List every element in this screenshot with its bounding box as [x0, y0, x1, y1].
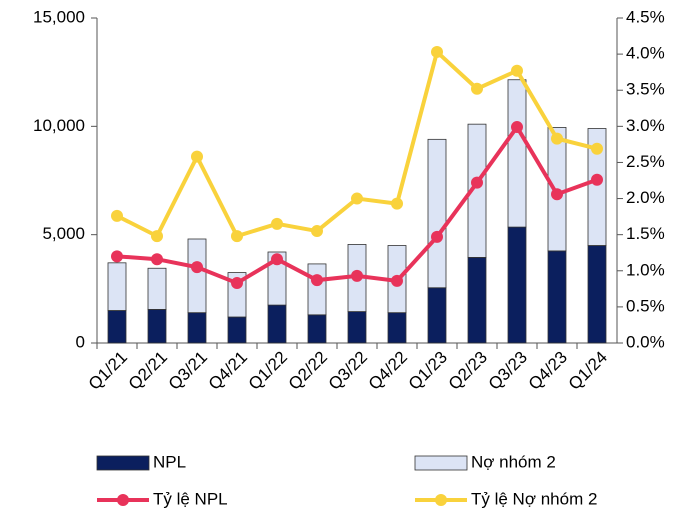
- bar: [587, 128, 607, 246]
- point: [151, 230, 163, 243]
- bar: [427, 138, 447, 289]
- bar: [307, 263, 327, 316]
- point: [351, 269, 363, 282]
- x-tick-label: Q2/21: [125, 348, 171, 394]
- point: [191, 261, 203, 274]
- bar: [147, 309, 167, 344]
- point: [231, 277, 243, 290]
- point: [151, 253, 163, 266]
- y2-tick-label: 3.0%: [626, 116, 665, 135]
- bar: [227, 316, 247, 344]
- bar: [507, 226, 527, 344]
- point: [391, 197, 403, 210]
- bar: [387, 312, 407, 344]
- legend-label: NPL: [153, 452, 186, 471]
- x-tick-label: Q1/21: [85, 348, 131, 394]
- x-tick-label: Q3/23: [485, 348, 531, 394]
- x-tick-label: Q1/22: [245, 348, 291, 394]
- legend-label: Nợ nhóm 2: [471, 452, 556, 471]
- point: [271, 217, 283, 230]
- bar: [547, 250, 567, 344]
- x-tick-label: Q2/23: [445, 348, 491, 394]
- y-tick-label: 10,000: [33, 116, 85, 135]
- y2-tick-label: 3.5%: [626, 80, 665, 99]
- x-tick-label: Q2/22: [285, 348, 331, 394]
- point: [231, 230, 243, 243]
- point: [431, 230, 443, 243]
- point: [311, 225, 323, 238]
- bar: [187, 312, 207, 344]
- bar: [467, 123, 487, 258]
- bar: [467, 257, 487, 344]
- y2-tick-label: 0.5%: [626, 296, 665, 315]
- y2-tick-label: 1.5%: [626, 224, 665, 243]
- bar: [347, 311, 367, 344]
- point: [391, 274, 403, 287]
- y2-tick-label: 2.0%: [626, 188, 665, 207]
- x-tick-label: Q1/23: [405, 348, 451, 394]
- y2-tick-label: 4.5%: [626, 7, 665, 26]
- legend-swatch: [96, 455, 150, 471]
- point: [551, 188, 563, 201]
- x-tick-label: Q4/22: [365, 348, 411, 394]
- x-tick-label: Q3/22: [325, 348, 371, 394]
- bar: [267, 251, 287, 306]
- y2-tick-label: 0.0%: [626, 332, 665, 351]
- point: [591, 173, 603, 186]
- point: [551, 132, 563, 145]
- point: [511, 121, 523, 134]
- bar: [427, 287, 447, 344]
- bar: [187, 238, 207, 314]
- bar: [107, 310, 127, 344]
- bar: [267, 304, 287, 344]
- bar: [147, 267, 167, 310]
- point: [431, 45, 443, 58]
- legend-swatch: [414, 455, 468, 471]
- point: [351, 192, 363, 205]
- y2-tick-label: 1.0%: [626, 260, 665, 279]
- bar: [507, 79, 527, 228]
- bar: [307, 314, 327, 344]
- y-tick-label: 0: [76, 332, 85, 351]
- legend-label: Tỷ lệ NPL: [153, 489, 228, 508]
- x-tick-label: Q3/21: [165, 348, 211, 394]
- y2-tick-label: 2.5%: [626, 152, 665, 171]
- point: [511, 64, 523, 77]
- y-tick-label: 5,000: [42, 224, 85, 243]
- point: [471, 176, 483, 189]
- x-tick-label: Q4/23: [525, 348, 571, 394]
- point: [191, 150, 203, 163]
- legend-marker: [435, 494, 447, 506]
- point: [111, 250, 123, 263]
- point: [471, 82, 483, 95]
- x-tick-label: Q1/24: [565, 348, 611, 394]
- point: [311, 274, 323, 287]
- point: [271, 253, 283, 266]
- bar: [587, 245, 607, 344]
- legend-label: Tỷ lệ Nợ nhóm 2: [471, 489, 597, 508]
- legend-marker: [117, 494, 129, 506]
- y2-tick-label: 4.0%: [626, 44, 665, 63]
- y-tick-label: 15,000: [33, 7, 85, 26]
- bar: [107, 262, 127, 311]
- x-tick-label: Q4/21: [205, 348, 251, 394]
- point: [591, 142, 603, 155]
- point: [111, 209, 123, 222]
